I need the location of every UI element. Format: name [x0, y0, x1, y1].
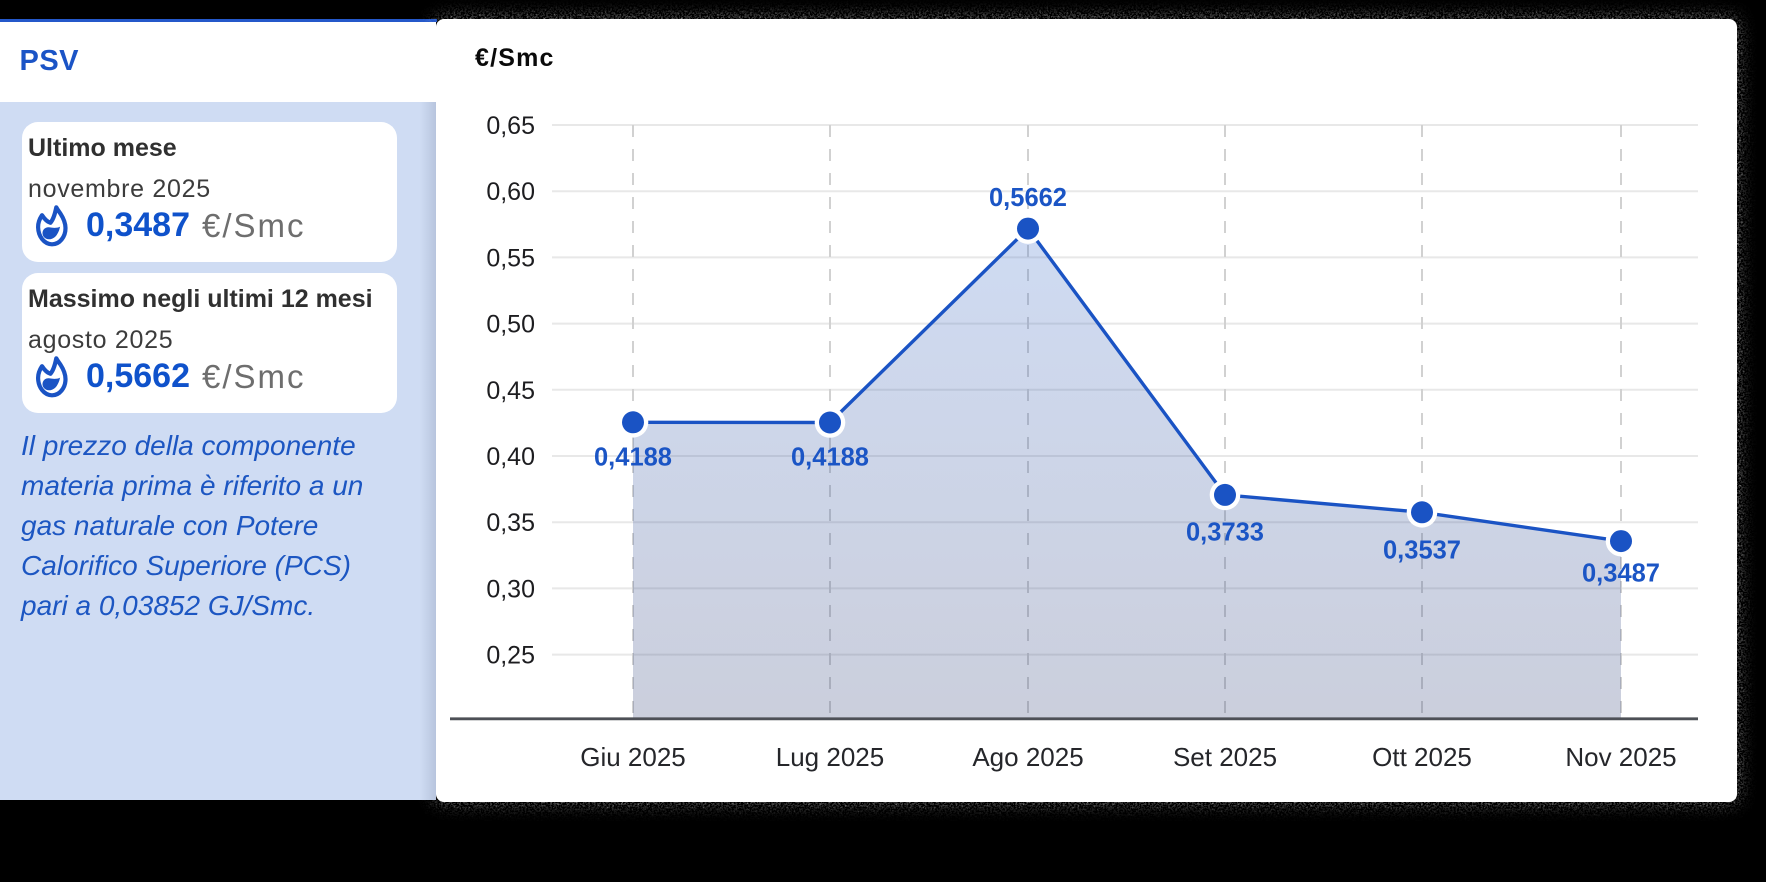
svg-text:Set 2025: Set 2025 — [1173, 742, 1277, 772]
svg-text:Lug 2025: Lug 2025 — [776, 742, 884, 772]
svg-text:0,25: 0,25 — [486, 642, 535, 670]
svg-text:Giu 2025: Giu 2025 — [580, 742, 686, 772]
svg-text:0,50: 0,50 — [486, 311, 535, 339]
svg-text:0,4188: 0,4188 — [791, 444, 869, 472]
svg-text:Nov 2025: Nov 2025 — [1565, 742, 1676, 772]
svg-text:0,65: 0,65 — [486, 112, 535, 140]
svg-text:0,55: 0,55 — [486, 244, 535, 272]
svg-text:Ott 2025: Ott 2025 — [1372, 742, 1472, 772]
svg-text:0,5662: 0,5662 — [989, 184, 1067, 212]
svg-text:0,3733: 0,3733 — [1186, 519, 1264, 547]
svg-text:0,3537: 0,3537 — [1383, 536, 1461, 564]
svg-text:0,3487: 0,3487 — [1582, 559, 1660, 587]
svg-text:0,40: 0,40 — [486, 443, 535, 471]
svg-text:0,30: 0,30 — [486, 575, 535, 603]
svg-text:Ago 2025: Ago 2025 — [972, 742, 1083, 772]
svg-text:0,35: 0,35 — [486, 509, 535, 537]
svg-text:0,60: 0,60 — [486, 178, 535, 206]
svg-text:0,4188: 0,4188 — [594, 444, 672, 472]
svg-text:0,45: 0,45 — [486, 377, 535, 405]
